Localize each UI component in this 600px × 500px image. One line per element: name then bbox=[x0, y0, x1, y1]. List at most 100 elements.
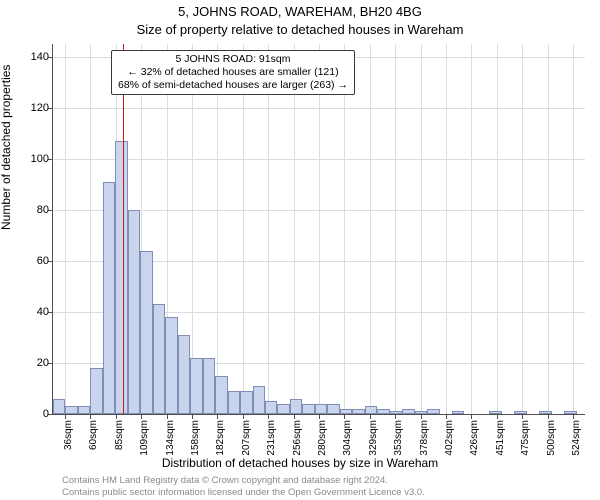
histogram-bar bbox=[128, 210, 140, 414]
histogram-bar bbox=[240, 391, 252, 414]
xtick-mark bbox=[90, 414, 91, 419]
xtick-label: 85sqm bbox=[114, 420, 125, 450]
xtick-mark bbox=[243, 414, 244, 419]
chart-container: 5, JOHNS ROAD, WAREHAM, BH20 4BG Size of… bbox=[0, 0, 600, 500]
histogram-bar bbox=[402, 409, 414, 414]
xtick-label: 60sqm bbox=[88, 420, 99, 450]
xtick-mark bbox=[217, 414, 218, 419]
xtick-mark bbox=[395, 414, 396, 419]
xtick-mark bbox=[471, 414, 472, 419]
xtick-label: 402sqm bbox=[444, 420, 455, 456]
xtick-mark bbox=[268, 414, 269, 419]
histogram-bar bbox=[390, 411, 402, 414]
xtick-label: 378sqm bbox=[419, 420, 430, 456]
ytick-label: 140 bbox=[31, 51, 53, 63]
xtick-label: 426sqm bbox=[469, 420, 480, 456]
ytick-label: 60 bbox=[37, 255, 53, 267]
gridline-v bbox=[497, 44, 498, 414]
histogram-bar bbox=[53, 399, 65, 414]
gridline-v bbox=[522, 44, 523, 414]
gridline-v bbox=[446, 44, 447, 414]
histogram-bar bbox=[153, 304, 165, 414]
ytick-label: 100 bbox=[31, 153, 53, 165]
ytick-label: 80 bbox=[37, 204, 53, 216]
gridline-v bbox=[294, 44, 295, 414]
gridline-v bbox=[471, 44, 472, 414]
histogram-bar bbox=[514, 411, 526, 414]
ytick-label: 120 bbox=[31, 102, 53, 114]
xtick-label: 500sqm bbox=[546, 420, 557, 456]
gridline-v bbox=[268, 44, 269, 414]
annotation-line2: ← 32% of detached houses are smaller (12… bbox=[118, 66, 348, 79]
histogram-bar bbox=[203, 358, 215, 414]
xtick-mark bbox=[370, 414, 371, 419]
histogram-bar bbox=[140, 251, 152, 414]
histogram-bar bbox=[564, 411, 576, 414]
xtick-label: 134sqm bbox=[165, 420, 176, 456]
xtick-mark bbox=[344, 414, 345, 419]
gridline-v bbox=[217, 44, 218, 414]
xtick-mark bbox=[573, 414, 574, 419]
histogram-bar bbox=[377, 409, 389, 414]
histogram-bar bbox=[352, 409, 364, 414]
histogram-bar bbox=[228, 391, 240, 414]
histogram-bar bbox=[253, 386, 265, 414]
xtick-label: 451sqm bbox=[495, 420, 506, 456]
xtick-mark bbox=[548, 414, 549, 419]
xtick-mark bbox=[294, 414, 295, 419]
histogram-bar bbox=[489, 411, 501, 414]
ytick-label: 40 bbox=[37, 306, 53, 318]
xtick-label: 231sqm bbox=[266, 420, 277, 456]
histogram-bar bbox=[302, 404, 314, 414]
gridline-v bbox=[370, 44, 371, 414]
ytick-label: 20 bbox=[37, 357, 53, 369]
xtick-mark bbox=[497, 414, 498, 419]
xtick-mark bbox=[522, 414, 523, 419]
xtick-label: 158sqm bbox=[190, 420, 201, 456]
histogram-bar bbox=[290, 399, 302, 414]
xtick-label: 207sqm bbox=[241, 420, 252, 456]
histogram-bar bbox=[78, 406, 90, 414]
footer-line2: Contains public sector information licen… bbox=[62, 487, 425, 498]
xtick-mark bbox=[446, 414, 447, 419]
xtick-label: 109sqm bbox=[139, 420, 150, 456]
xtick-mark bbox=[192, 414, 193, 419]
xtick-mark bbox=[421, 414, 422, 419]
histogram-bar bbox=[340, 409, 352, 414]
histogram-bar bbox=[315, 404, 327, 414]
xtick-mark bbox=[141, 414, 142, 419]
y-axis-label: Number of detached properties bbox=[0, 65, 13, 230]
histogram-bar bbox=[277, 404, 289, 414]
xtick-mark bbox=[65, 414, 66, 419]
histogram-bar bbox=[215, 376, 227, 414]
histogram-bar bbox=[90, 368, 102, 414]
histogram-bar bbox=[427, 409, 439, 414]
ytick-label: 0 bbox=[43, 408, 53, 420]
gridline-v bbox=[65, 44, 66, 414]
xtick-mark bbox=[167, 414, 168, 419]
xtick-label: 304sqm bbox=[342, 420, 353, 456]
gridline-v bbox=[421, 44, 422, 414]
gridline-v bbox=[573, 44, 574, 414]
xtick-label: 524sqm bbox=[571, 420, 582, 456]
histogram-bar bbox=[65, 406, 77, 414]
gridline-v bbox=[395, 44, 396, 414]
histogram-bar bbox=[452, 411, 464, 414]
chart-title-subtitle: Size of property relative to detached ho… bbox=[0, 22, 600, 37]
xtick-label: 475sqm bbox=[520, 420, 531, 456]
gridline-v bbox=[319, 44, 320, 414]
histogram-bar bbox=[265, 401, 277, 414]
xtick-mark bbox=[116, 414, 117, 419]
plot-area: 02040608010012014036sqm60sqm85sqm109sqm1… bbox=[52, 44, 585, 415]
annotation-line1: 5 JOHNS ROAD: 91sqm bbox=[118, 53, 348, 66]
histogram-bar bbox=[165, 317, 177, 414]
xtick-label: 182sqm bbox=[215, 420, 226, 456]
histogram-bar bbox=[539, 411, 551, 414]
gridline-v bbox=[243, 44, 244, 414]
annotation-box: 5 JOHNS ROAD: 91sqm ← 32% of detached ho… bbox=[111, 50, 355, 95]
footer-line1: Contains HM Land Registry data © Crown c… bbox=[62, 475, 388, 486]
xtick-label: 256sqm bbox=[292, 420, 303, 456]
xtick-label: 36sqm bbox=[63, 420, 74, 450]
gridline-v bbox=[548, 44, 549, 414]
annotation-line3: 68% of semi-detached houses are larger (… bbox=[118, 79, 348, 92]
